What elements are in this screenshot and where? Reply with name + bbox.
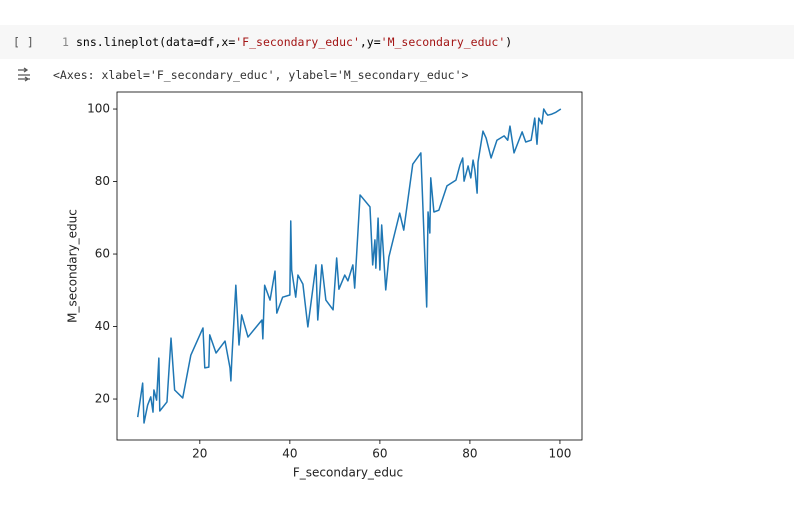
x-axis-label: F_secondary_educ — [293, 466, 403, 480]
x-tick-label: 100 — [548, 447, 571, 461]
code-string: 'M_secondary_educ' — [380, 35, 506, 49]
y-tick-label: 80 — [95, 174, 110, 188]
run-button[interactable]: [ ] — [13, 35, 34, 49]
x-tick-label: 40 — [282, 447, 297, 461]
code-token: sns.lineplot(data=df,x= — [76, 35, 236, 49]
output-toggle-icon[interactable] — [16, 67, 32, 83]
x-tick-label: 60 — [372, 447, 387, 461]
code-token: ) — [505, 35, 513, 49]
code-token: ,y= — [359, 35, 381, 49]
y-tick-label: 100 — [87, 102, 110, 116]
code-cell: [ ] 1 sns.lineplot(data=df,x='F_secondar… — [0, 25, 794, 59]
code-string: 'F_secondary_educ' — [235, 35, 360, 49]
x-tick-label: 20 — [192, 447, 207, 461]
data-line — [136, 108, 562, 424]
axes-frame — [116, 91, 583, 441]
x-tick-label: 80 — [462, 447, 477, 461]
y-tick-label: 40 — [95, 319, 110, 333]
line-number: 1 — [62, 35, 69, 49]
code[interactable]: sns.lineplot(data=df,x='F_secondary_educ… — [76, 35, 512, 49]
y-tick-label: 20 — [95, 392, 110, 406]
output-repr: <Axes: xlabel='F_secondary_educ', ylabel… — [53, 68, 469, 82]
y-axis-label: M_secondary_educ — [66, 209, 80, 323]
y-tick-label: 60 — [95, 247, 110, 261]
